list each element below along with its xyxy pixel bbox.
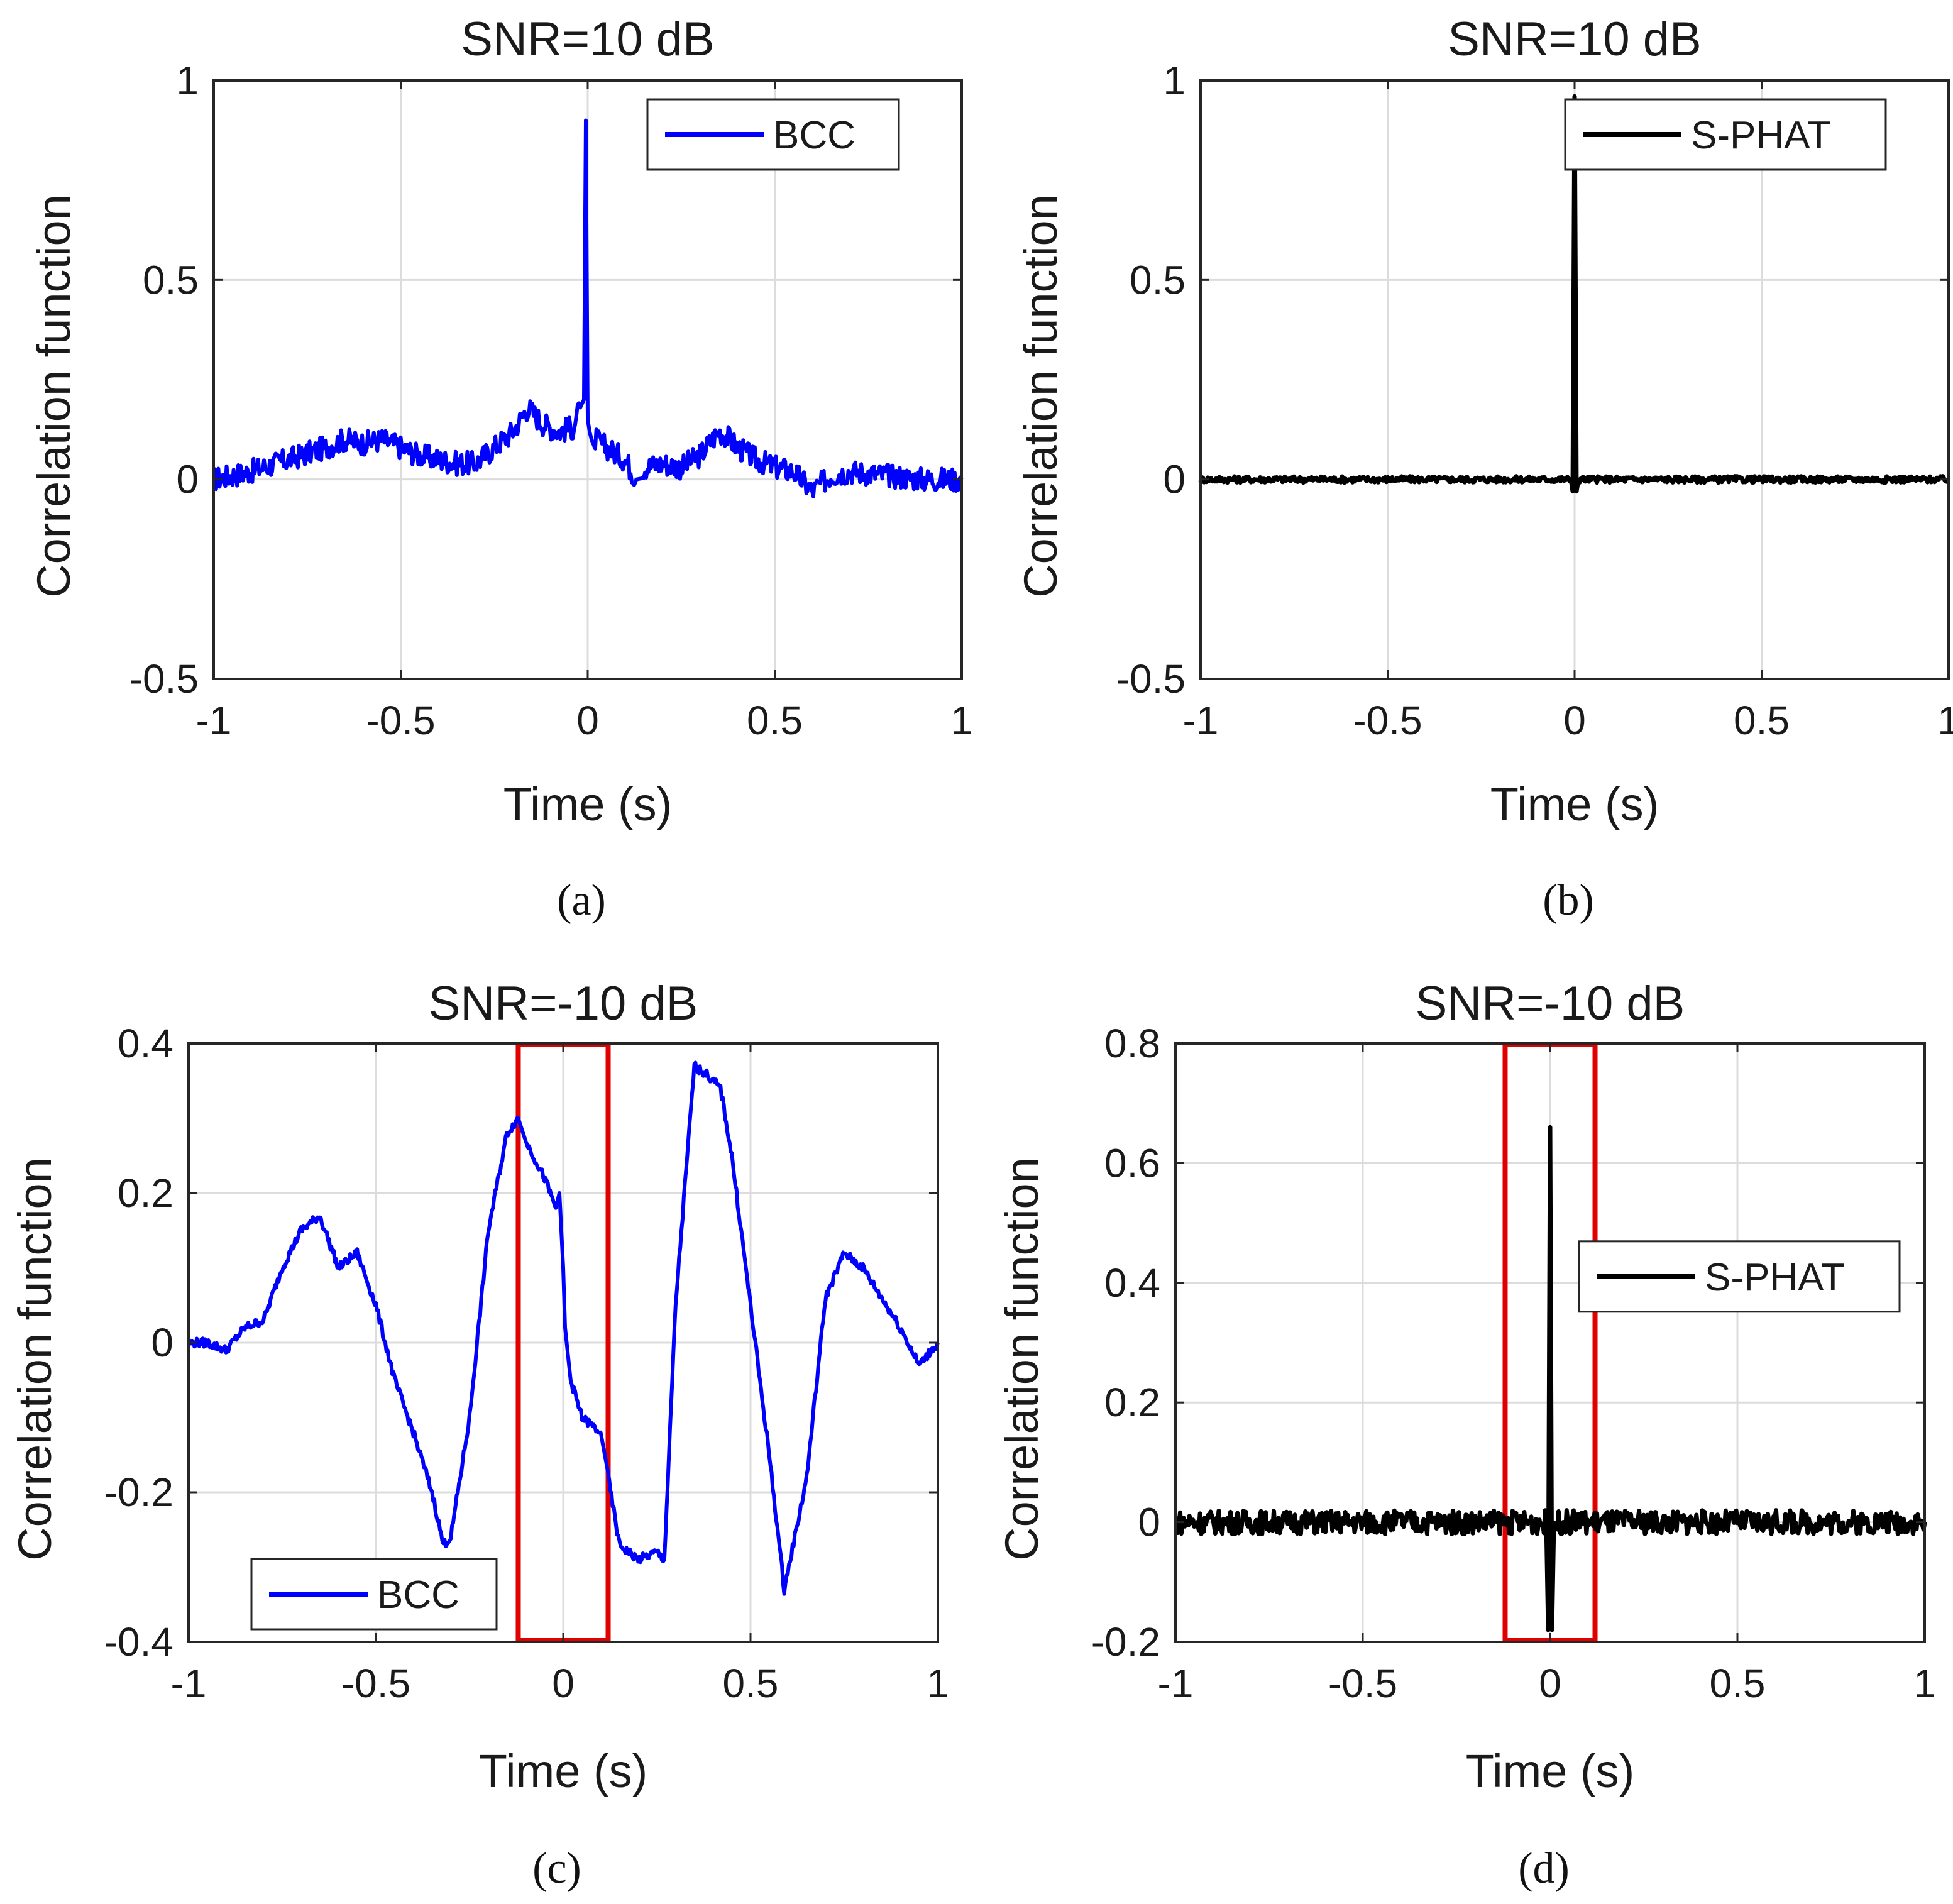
x-tick-label: -1 xyxy=(171,1661,207,1706)
x-tick-label: 1 xyxy=(1937,698,1953,743)
legend-label: BCC xyxy=(773,114,855,157)
x-tick-label: 0 xyxy=(576,698,599,743)
y-tick-label: 0 xyxy=(1138,1500,1160,1545)
plot-title: SNR=10 dB xyxy=(1448,13,1701,66)
legend-label: S-PHAT xyxy=(1705,1256,1845,1299)
y-axis-label: Correlation function xyxy=(1015,194,1067,598)
y-tick-label: 0 xyxy=(151,1320,173,1365)
x-tick-label: -0.5 xyxy=(1328,1661,1397,1706)
x-axis-label: Time (s) xyxy=(479,1745,648,1797)
legend-label: S-PHAT xyxy=(1691,114,1831,157)
y-tick-label: 1 xyxy=(176,58,199,103)
legend: BCC xyxy=(646,98,900,171)
legend: S-PHAT xyxy=(1564,98,1887,171)
y-tick-label: 0.5 xyxy=(1130,257,1186,302)
plot-title: SNR=-10 dB xyxy=(429,977,698,1030)
y-tick-label: -0.4 xyxy=(104,1619,173,1665)
y-tick-label: -0.5 xyxy=(1116,656,1186,702)
panel-label: (a) xyxy=(557,876,606,925)
x-axis-label: Time (s) xyxy=(503,778,673,830)
x-tick-label: 0.5 xyxy=(1710,1661,1766,1706)
x-tick-label: -0.5 xyxy=(1353,698,1422,743)
x-tick-label: -0.5 xyxy=(366,698,435,743)
plot-title: SNR=10 dB xyxy=(461,13,714,66)
y-tick-label: -0.5 xyxy=(129,656,199,702)
x-tick-label: -1 xyxy=(196,698,232,743)
x-axis-label: Time (s) xyxy=(1466,1745,1635,1797)
x-tick-label: -0.5 xyxy=(341,1661,410,1706)
y-axis-label: Correlation function xyxy=(28,194,80,598)
y-tick-label: 0.4 xyxy=(118,1021,173,1066)
y-tick-label: 0.4 xyxy=(1104,1260,1160,1306)
x-tick-label: 0.5 xyxy=(1734,698,1790,743)
y-axis-label: Correlation function xyxy=(9,1157,61,1561)
y-axis-label: Correlation function xyxy=(996,1157,1048,1561)
x-tick-label: 1 xyxy=(950,698,973,743)
series-line-s-phat xyxy=(1174,1125,1927,1632)
x-tick-label: 0 xyxy=(1563,698,1586,743)
plot-title: SNR=-10 dB xyxy=(1416,977,1685,1030)
x-tick-label: 0.5 xyxy=(747,698,803,743)
y-tick-label: 1 xyxy=(1163,58,1186,103)
series-line-bcc xyxy=(187,1060,940,1596)
panel-label: (c) xyxy=(532,1844,581,1893)
y-tick-label: 0 xyxy=(176,457,199,502)
series-line-s-phat xyxy=(1198,94,1951,494)
panel-label: (d) xyxy=(1518,1844,1570,1893)
series-line-bcc xyxy=(212,118,964,498)
x-tick-label: 1 xyxy=(1913,1661,1936,1706)
panel-label: (b) xyxy=(1543,876,1594,925)
panel-c: -1 -0.5 0 0.5 1 -0.4 -0.2 0 0.2 0.4 SNR=-10 dB Time… xyxy=(9,977,949,1893)
x-tick-label: 0.5 xyxy=(723,1661,779,1706)
panel-d: -1 -0.5 0 0.5 1 -0.2 0 0.2 0.4 0.6 0.8 SNR=-10 dB Ti… xyxy=(996,977,1936,1893)
legend: BCC xyxy=(250,1558,498,1631)
x-axis-label: Time (s) xyxy=(1490,778,1659,830)
x-tick-label: -1 xyxy=(1183,698,1219,743)
y-tick-label: 0.6 xyxy=(1104,1140,1160,1186)
y-tick-label: -0.2 xyxy=(104,1470,173,1515)
y-tick-label: 0.5 xyxy=(143,257,199,302)
legend-label: BCC xyxy=(377,1573,459,1617)
x-tick-label: 0 xyxy=(552,1661,575,1706)
y-tick-label: 0 xyxy=(1163,457,1186,502)
x-tick-label: 0 xyxy=(1539,1661,1561,1706)
x-tick-label: 1 xyxy=(927,1661,949,1706)
legend: S-PHAT xyxy=(1578,1240,1901,1313)
x-tick-label: -1 xyxy=(1158,1661,1194,1706)
y-tick-label: 0.2 xyxy=(118,1170,173,1216)
y-tick-label: 0.8 xyxy=(1104,1021,1160,1066)
y-tick-label: 0.2 xyxy=(1104,1380,1160,1425)
y-tick-label: -0.2 xyxy=(1091,1619,1160,1665)
